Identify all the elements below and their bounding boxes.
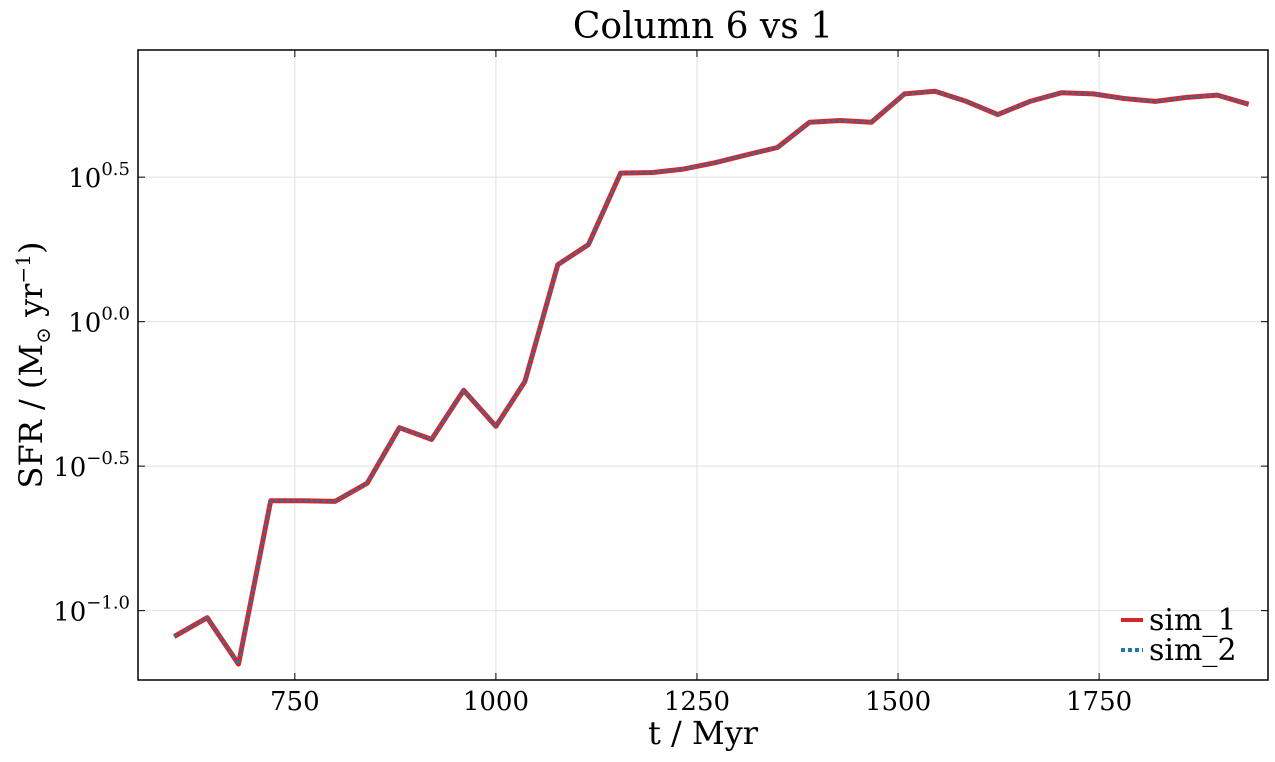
x-tick-label-1250: 1250 <box>664 687 730 717</box>
legend-label-sim-1: sim_1 <box>1149 603 1237 638</box>
chart-title: Column 6 vs 1 <box>573 6 833 47</box>
y-tick-label-1: 100.0 <box>68 304 130 339</box>
plot-frame <box>137 49 1269 681</box>
y-axis-label-main: SFR / (M <box>12 344 50 489</box>
x-tick-label-1750: 1750 <box>1066 687 1132 717</box>
legend: sim_1 sim_2 <box>1121 603 1237 668</box>
grid <box>138 50 1268 680</box>
x-tick-label-1500: 1500 <box>865 687 931 717</box>
x-axis-label: t / Myr <box>648 714 759 752</box>
x-tick-labels: 750 1000 1250 1500 1750 <box>270 687 1132 717</box>
y-axis-label-unit: yr <box>12 283 50 327</box>
y-tick-label-2: 10−0.5 <box>53 448 130 483</box>
y-tick-label-3: 10−1.0 <box>53 593 130 628</box>
legend-label-sim-2: sim_2 <box>1149 633 1237 668</box>
x-tick-label-1000: 1000 <box>463 687 529 717</box>
y-tick-label-0: 100.5 <box>68 159 130 194</box>
y-axis-label-close: ) <box>12 242 50 254</box>
y-axis-label-exponent: −1 <box>11 254 35 283</box>
plot-lines <box>172 88 1250 667</box>
series-line-sim_2 <box>173 90 1250 666</box>
x-tick-label-750: 750 <box>270 687 320 717</box>
y-tick-labels: 100.5 100.0 10−0.5 10−1.0 <box>53 159 130 627</box>
y-axis-label-sun-symbol: ⊙ <box>31 327 55 344</box>
y-axis-label: SFR / (M⊙ yr−1) <box>11 242 55 489</box>
ticks <box>138 50 1268 680</box>
